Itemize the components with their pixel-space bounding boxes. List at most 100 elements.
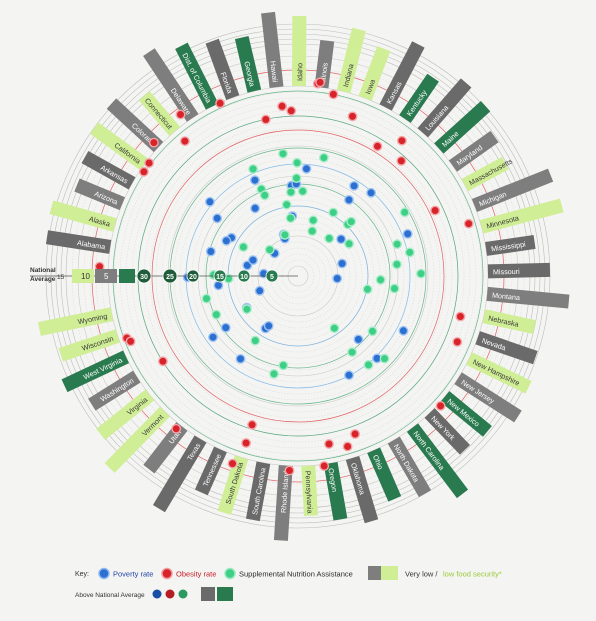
- state-bar: [475, 331, 538, 365]
- poverty-key-marker: [98, 567, 110, 580]
- obesity-dot: [396, 155, 407, 166]
- scale-tick-box: [95, 269, 117, 283]
- snap-dot: [347, 347, 357, 358]
- snap-dot: [344, 238, 354, 249]
- ring-line: [155, 133, 441, 419]
- poverty-dot: [353, 334, 364, 345]
- ring-line: [263, 241, 333, 311]
- above-snap-marker: [178, 589, 188, 599]
- state-bar: [482, 309, 537, 334]
- national-average-label: National: [30, 267, 56, 274]
- state-bar-group: Nebraska: [482, 309, 537, 334]
- state-bar: [487, 262, 551, 279]
- scale-tick-label: 10: [81, 272, 90, 281]
- state-bar-group: Pennsylvania: [301, 465, 318, 517]
- state-bar: [61, 350, 130, 393]
- obesity-dot: [319, 461, 330, 471]
- poverty-dot: [235, 353, 246, 364]
- state-label: Massachusetts: [467, 156, 514, 187]
- poverty-dot: [398, 325, 409, 336]
- ring-line: [149, 127, 447, 425]
- poverty-dot: [204, 196, 215, 207]
- state-bar: [336, 27, 366, 94]
- poverty-dot: [213, 280, 224, 291]
- above-poverty-marker: [152, 589, 162, 599]
- snap-dot: [375, 274, 386, 285]
- obesity-dot: [455, 311, 466, 322]
- state-bar: [37, 307, 114, 336]
- snap-dot: [297, 186, 308, 197]
- state-label: New Mexico: [445, 397, 481, 429]
- ring-tick-marker: [162, 268, 178, 284]
- obesity-dot: [175, 109, 186, 120]
- snap-dot: [328, 207, 339, 218]
- poverty-dot: [220, 322, 231, 333]
- poverty-key-label: Poverty rate: [113, 570, 153, 579]
- obesity-dot: [284, 465, 295, 476]
- obesity-dot: [347, 111, 358, 122]
- state-label: Connecticut: [143, 96, 174, 131]
- snap-dot: [292, 157, 302, 168]
- state-bar-group: Alabama: [45, 230, 112, 254]
- poverty-dot: [336, 234, 346, 245]
- poverty-dot: [249, 175, 260, 186]
- poverty-dot: [221, 235, 232, 246]
- state-bar: [143, 48, 199, 122]
- above-obesity-marker: [165, 589, 175, 599]
- poverty-dot: [344, 370, 354, 381]
- above-low-swatch: [217, 587, 233, 601]
- legend: Key: Poverty rate Obesity rate Supplemen…: [75, 566, 502, 601]
- obesity-dot: [396, 135, 407, 146]
- snap-key-marker: [224, 567, 236, 580]
- snap-dot: [285, 213, 296, 224]
- ring-line: [131, 109, 465, 443]
- obesity-dot: [179, 136, 190, 147]
- snap-dot: [399, 207, 410, 218]
- state-bar: [387, 436, 432, 498]
- poverty-dot: [349, 180, 359, 191]
- poverty-dot: [332, 273, 343, 284]
- snap-dot: [363, 359, 374, 370]
- state-bar-group: Indiana: [336, 27, 366, 94]
- snap-dot: [264, 244, 275, 255]
- ring-tick-label: 30: [140, 274, 148, 281]
- ring-line: [191, 169, 405, 383]
- state-bar: [273, 465, 293, 541]
- obesity-dot: [463, 218, 474, 229]
- snap-dot: [291, 173, 302, 184]
- ring-tick-label: 10: [240, 274, 248, 281]
- ring-tick-label: 15: [216, 274, 224, 281]
- ring-tick-marker: [186, 269, 200, 283]
- scale-tick-box: [119, 269, 135, 283]
- obesity-dot: [324, 439, 334, 449]
- state-bar: [74, 178, 125, 211]
- snap-dot: [329, 323, 340, 334]
- poverty-dot: [212, 213, 223, 224]
- snap-dot: [362, 284, 373, 295]
- state-bar-group: South Carolina: [245, 461, 271, 522]
- state-bar: [245, 461, 271, 522]
- ring-line: [113, 91, 483, 461]
- low-key-label: low food security*: [443, 570, 502, 579]
- state-label: Illinois: [318, 62, 329, 83]
- state-bar-group: Mississippi: [485, 235, 536, 256]
- snap-dot: [241, 304, 252, 315]
- state-bar: [106, 98, 164, 153]
- poverty-dot: [344, 194, 354, 205]
- state-bar: [358, 46, 391, 101]
- state-bar-group: Illinois: [314, 39, 335, 89]
- snap-dot: [278, 148, 288, 159]
- state-bar: [96, 389, 155, 440]
- state-label: Rhode Island: [279, 470, 291, 513]
- ring-line: [233, 211, 363, 341]
- obesity-dot: [260, 114, 271, 125]
- poverty-dot: [248, 255, 258, 266]
- snap-dot: [379, 353, 390, 364]
- ring-line: [275, 253, 321, 299]
- ring-tick-label: 25: [166, 274, 174, 281]
- ring-tick-marker: [265, 269, 279, 283]
- state-bar: [367, 447, 402, 502]
- state-bar: [454, 372, 522, 423]
- ring-tick-label: 20: [189, 274, 197, 281]
- state-bar-group: Montana: [486, 286, 570, 309]
